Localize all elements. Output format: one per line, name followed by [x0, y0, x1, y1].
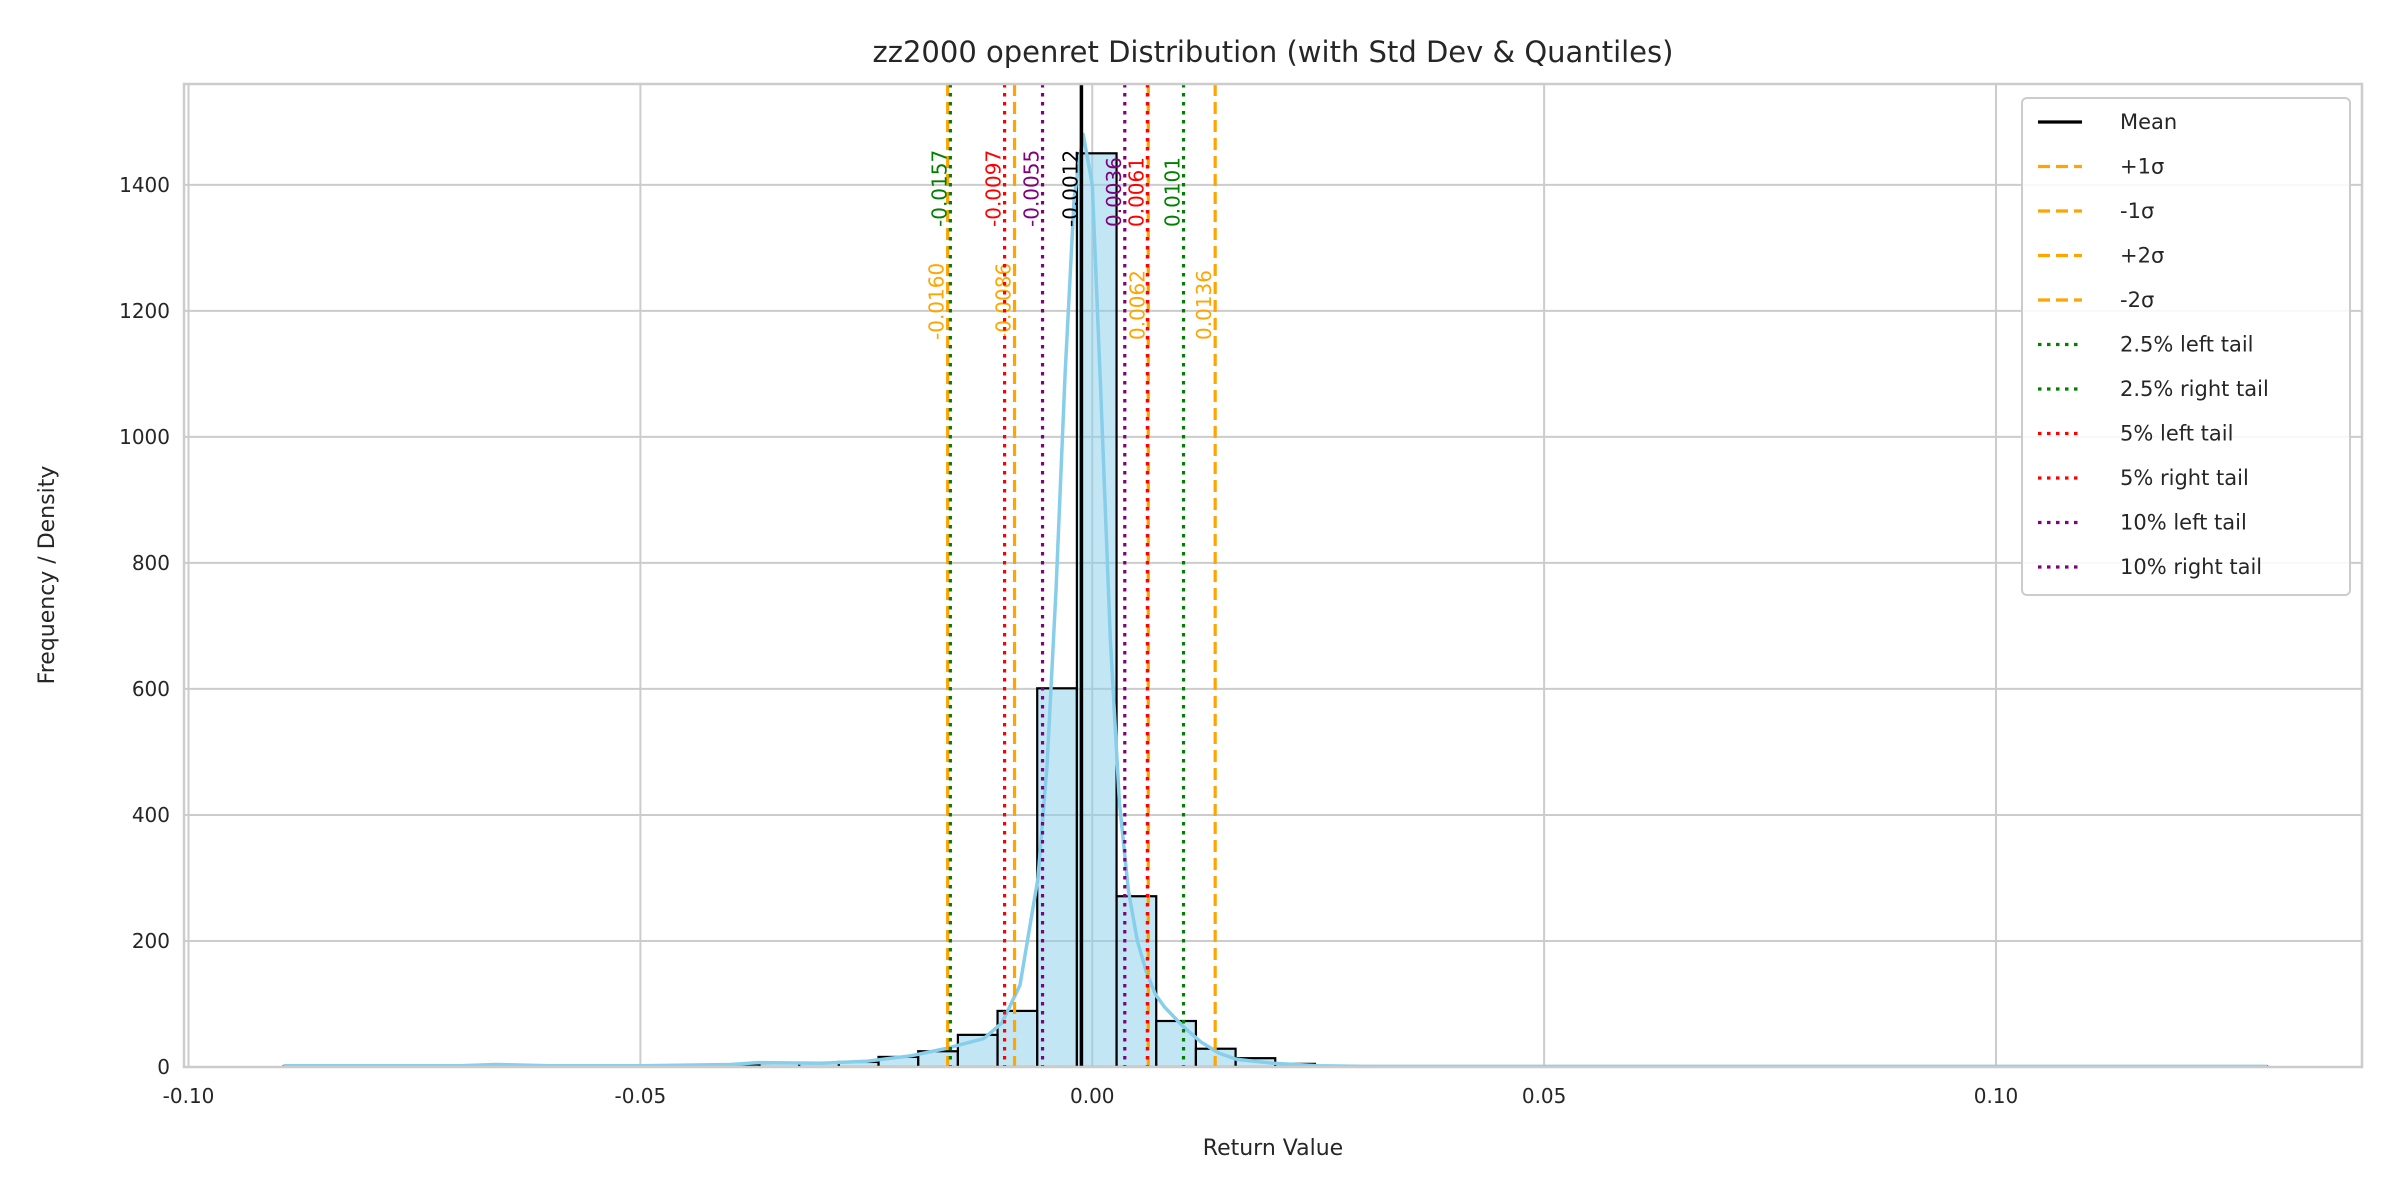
- y-tick-label: 1000: [119, 425, 170, 449]
- y-tick-label: 600: [132, 677, 170, 701]
- y-tick-label: 200: [132, 929, 170, 953]
- y-tick-label: 400: [132, 803, 170, 827]
- y-tick-label: 800: [132, 551, 170, 575]
- x-axis-label: Return Value: [1203, 1136, 1343, 1161]
- vline-value-label: 0.0101: [1161, 157, 1185, 227]
- legend: Mean +1σ -1σ +2σ -2σ 2.5% left tail 2.5% right…: [2021, 97, 2351, 596]
- legend-entry-label: 10% left tail: [2120, 511, 2247, 535]
- vline-value-label: -0.0160: [925, 263, 949, 340]
- vline-value-label: -0.0097: [982, 150, 1006, 227]
- reference-lines: -0.00120.0062-0.00860.0136-0.0160-0.0157…: [925, 84, 1217, 1067]
- vline-value-label: 0.0061: [1124, 157, 1148, 227]
- legend-entry-label: 10% right tail: [2120, 555, 2262, 579]
- kde-curve: [283, 132, 2268, 1067]
- legend-entry-label: +2σ: [2120, 244, 2164, 268]
- kde-curve-group: [283, 132, 2268, 1067]
- legend-entry-label: -2σ: [2120, 288, 2154, 312]
- vline-value-label: 0.0136: [1192, 270, 1216, 340]
- y-tick-label: 1200: [119, 299, 170, 323]
- legend-entry-label: 5% left tail: [2120, 422, 2233, 446]
- vline-value-label: -0.0012: [1058, 150, 1082, 227]
- y-tick-label: 1400: [119, 173, 170, 197]
- y-tick-labels: 0 200 400 600 800 1000 1200 1400: [119, 173, 170, 1079]
- plot-frame: [182, 82, 2364, 1069]
- plot-area: [184, 84, 2362, 1067]
- legend-entry-label: Mean: [2120, 110, 2177, 134]
- histogram-bar: [1155, 1019, 1198, 1067]
- vline-value-label: 0.0036: [1102, 157, 1126, 227]
- vline-value-label: 0.0062: [1125, 270, 1149, 340]
- y-axis-label: Frequency / Density: [35, 466, 60, 685]
- legend-entry-label: +1σ: [2120, 155, 2164, 179]
- legend-entry-label: 2.5% left tail: [2120, 333, 2254, 357]
- x-tick-label: 0.05: [1522, 1084, 1567, 1108]
- x-tick-label: -0.10: [163, 1084, 215, 1108]
- legend-entry-label: 2.5% right tail: [2120, 377, 2269, 401]
- vline-value-label: -0.0157: [927, 150, 951, 227]
- x-tick-label: -0.05: [615, 1084, 667, 1108]
- chart-title: zz2000 openret Distribution (with Std De…: [873, 35, 1674, 69]
- y-tick-label: 0: [157, 1055, 170, 1079]
- vline-value-label: -0.0055: [1020, 150, 1044, 227]
- x-tick-label: 0.00: [1070, 1084, 1115, 1108]
- legend-entry-label: -1σ: [2120, 199, 2154, 223]
- legend-box: [2021, 97, 2351, 596]
- x-tick-label: 0.10: [1974, 1084, 2019, 1108]
- legend-entry-label: 5% right tail: [2120, 466, 2249, 490]
- x-tick-labels: -0.10 -0.05 0.00 0.05 0.10: [163, 1084, 2019, 1108]
